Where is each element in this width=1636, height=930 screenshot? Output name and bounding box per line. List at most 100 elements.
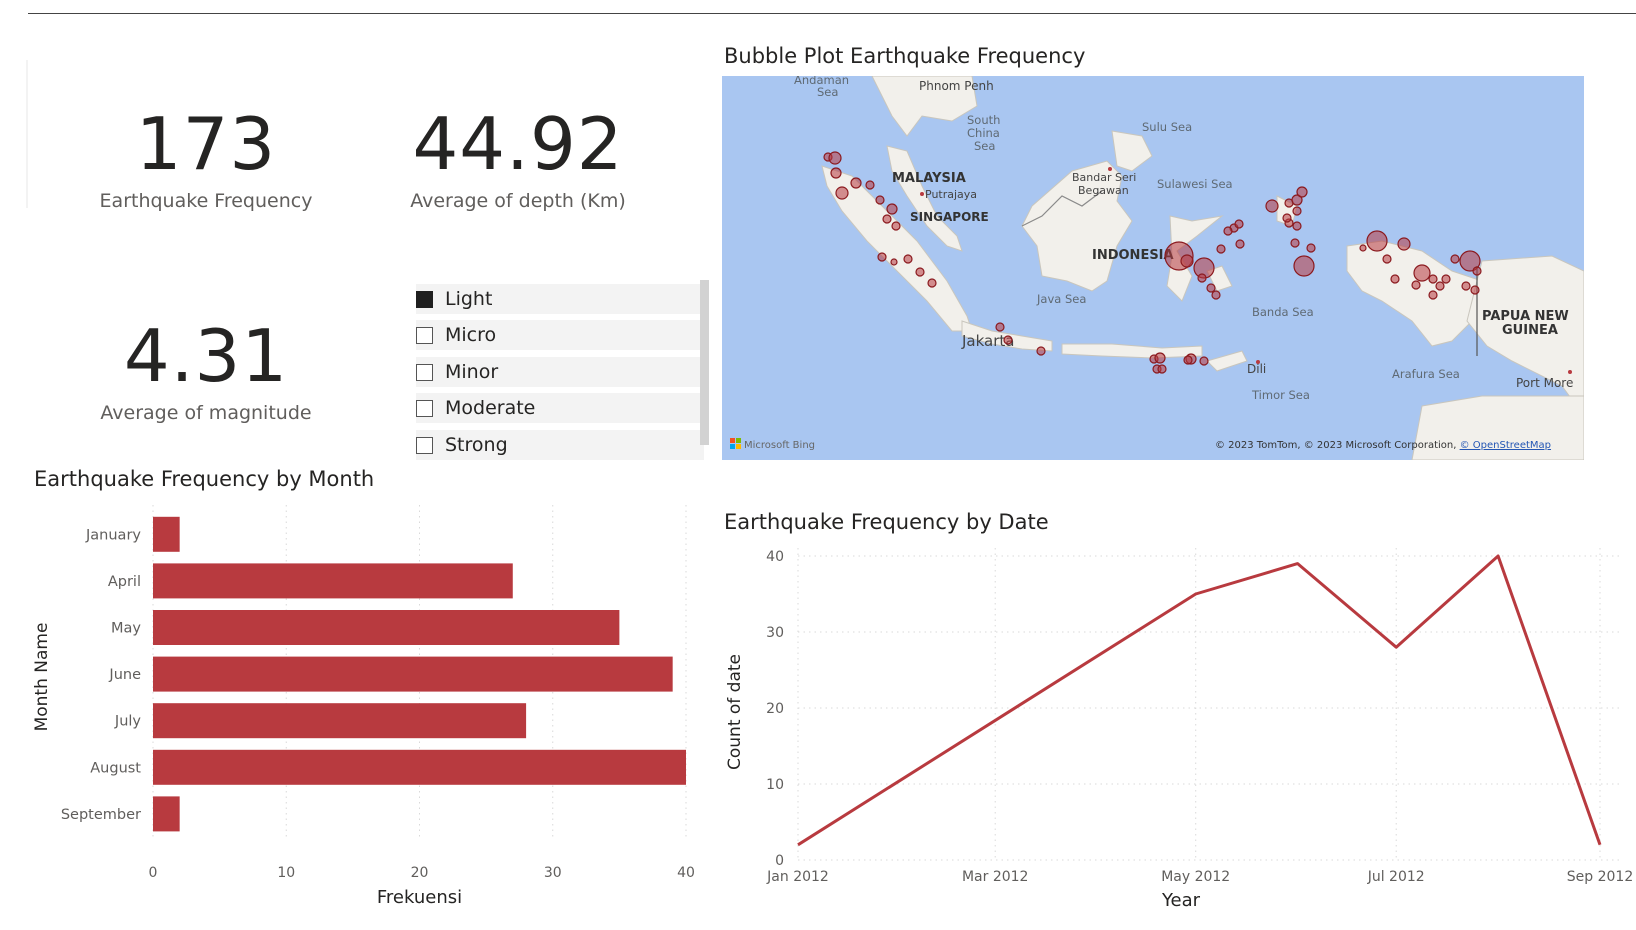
earthquake-bubble[interactable]	[1265, 199, 1279, 213]
country-label: PAPUA NEW	[1482, 309, 1569, 324]
osm-link: © OpenStreetMap	[1460, 440, 1551, 451]
earthquake-bubble[interactable]	[1296, 186, 1308, 198]
earthquake-bubble[interactable]	[1450, 254, 1460, 264]
earthquake-bubble[interactable]	[1461, 281, 1471, 291]
sea-label: Timor Sea	[1251, 388, 1310, 402]
earthquake-bubble[interactable]	[915, 267, 925, 277]
earthquake-bubble[interactable]	[850, 177, 862, 189]
earthquake-bubble[interactable]	[1197, 273, 1207, 283]
earthquake-bubble[interactable]	[1428, 274, 1438, 284]
earthquake-bubble[interactable]	[1154, 352, 1166, 364]
earthquake-bubble[interactable]	[927, 278, 937, 288]
earthquake-bubble[interactable]	[890, 258, 898, 266]
kpi-magnitude-card[interactable]: 4.31 Average of magnitude	[56, 320, 356, 424]
earthquake-bubble[interactable]	[1411, 280, 1421, 290]
earthquake-bubble[interactable]	[865, 180, 875, 190]
kpi-depth-label: Average of depth (Km)	[410, 190, 626, 212]
earthquake-bubble[interactable]	[891, 221, 901, 231]
earthquake-bubble[interactable]	[1428, 290, 1438, 300]
earthquake-bubble[interactable]	[1199, 356, 1209, 366]
earthquake-bubble[interactable]	[1036, 346, 1046, 356]
x-tick-label: 40	[677, 865, 695, 881]
date-line-chart[interactable]: 0 10 20 30 40 Jan 2012 Mar 2012 May 2012 Jul 201…	[718, 540, 1636, 920]
earthquake-bubble[interactable]	[1366, 230, 1388, 252]
bar[interactable]	[153, 796, 180, 832]
checkbox[interactable]	[416, 399, 433, 417]
checkbox[interactable]	[416, 363, 433, 381]
y-tick-label: 40	[766, 549, 784, 565]
month-bar-chart[interactable]: 0 10 20 30 40 January April May June July August Se…	[20, 505, 710, 915]
y-tick-label: August	[90, 760, 141, 776]
bar[interactable]	[153, 516, 180, 552]
bar[interactable]	[153, 610, 620, 645]
earthquake-bubble[interactable]	[1292, 206, 1302, 216]
slicer-item-label: Light	[445, 288, 493, 310]
bar[interactable]	[153, 749, 686, 785]
earthquake-bubble[interactable]	[828, 151, 842, 165]
slicer-item-label: Strong	[445, 434, 508, 456]
earthquake-bubble[interactable]	[1290, 238, 1300, 248]
series-line[interactable]	[797, 554, 1602, 847]
earthquake-bubble[interactable]	[995, 322, 1005, 332]
y-tick-label: 30	[766, 625, 784, 641]
earthquake-bubble[interactable]	[875, 195, 885, 205]
earthquake-bubble[interactable]	[1223, 226, 1233, 236]
slicer-item-moderate[interactable]: Moderate	[416, 393, 704, 423]
earthquake-bubble[interactable]	[1183, 355, 1193, 365]
earthquake-bubble[interactable]	[1390, 274, 1400, 284]
earthquake-bubble[interactable]	[1180, 254, 1194, 268]
map-labels: Andaman Sea South China Sea Sulu Sea Sul…	[794, 76, 1460, 402]
data-point[interactable]	[1194, 592, 1198, 596]
earthquake-bubble[interactable]	[1306, 243, 1316, 253]
earthquake-bubble[interactable]	[1472, 266, 1482, 276]
slicer-item-micro[interactable]: Micro	[416, 320, 704, 350]
earthquake-bubble[interactable]	[1359, 244, 1367, 252]
earthquake-bubble[interactable]	[1157, 364, 1167, 374]
checkbox-checked[interactable]	[416, 290, 433, 308]
kpi-frequency-card[interactable]: 173 Earthquake Frequency	[56, 108, 356, 212]
earthquake-bubble[interactable]	[1282, 213, 1292, 223]
earthquake-bubble[interactable]	[1441, 274, 1451, 284]
earthquake-bubble[interactable]	[1234, 219, 1244, 229]
data-point[interactable]	[1496, 554, 1500, 558]
bar[interactable]	[153, 656, 673, 692]
data-point[interactable]	[796, 843, 800, 847]
earthquake-bubble[interactable]	[1470, 285, 1480, 295]
slicer-item-minor[interactable]: Minor	[416, 357, 704, 387]
earthquake-bubble[interactable]	[1292, 221, 1302, 231]
bar[interactable]	[153, 703, 527, 739]
earthquake-bubble[interactable]	[1397, 237, 1411, 251]
y-tick-label: 20	[766, 701, 784, 717]
checkbox[interactable]	[416, 326, 433, 344]
earthquake-bubble[interactable]	[1003, 335, 1013, 345]
earthquake-bubble[interactable]	[886, 203, 898, 215]
slicer-item-light[interactable]: Light	[416, 284, 704, 314]
earthquake-bubble[interactable]	[1291, 194, 1303, 206]
earthquake-bubble[interactable]	[903, 254, 913, 264]
slicer-scrollbar[interactable]	[700, 280, 709, 445]
earthquake-bubble[interactable]	[1293, 255, 1315, 277]
checkbox[interactable]	[416, 436, 433, 454]
earthquake-bubbles[interactable]	[823, 151, 1482, 374]
data-point[interactable]	[1598, 843, 1602, 847]
earthquake-bubble[interactable]	[1459, 250, 1481, 272]
bubble-map[interactable]: Andaman Sea South China Sea Sulu Sea Sul…	[722, 76, 1584, 460]
earthquake-bubble[interactable]	[1206, 283, 1216, 293]
date-chart-title: Earthquake Frequency by Date	[724, 510, 1049, 534]
bar[interactable]	[153, 563, 513, 599]
earthquake-bubble[interactable]	[835, 186, 849, 200]
earthquake-bubble[interactable]	[877, 252, 887, 262]
data-point[interactable]	[1296, 562, 1300, 566]
data-point[interactable]	[1394, 645, 1398, 649]
kpi-magnitude-value: 4.31	[123, 314, 289, 398]
earthquake-bubble[interactable]	[1216, 244, 1226, 254]
kpi-depth-card[interactable]: 44.92 Average of depth (Km)	[368, 108, 668, 212]
earthquake-bubble[interactable]	[1382, 254, 1392, 264]
earthquake-bubble[interactable]	[830, 167, 842, 179]
earthquake-bubble[interactable]	[1211, 290, 1221, 300]
earthquake-bubble[interactable]	[1435, 281, 1445, 291]
earthquake-bubble[interactable]	[882, 214, 892, 224]
earthquake-bubble[interactable]	[1413, 264, 1431, 282]
slicer-item-strong[interactable]: Strong	[416, 430, 704, 460]
earthquake-bubble[interactable]	[1235, 239, 1245, 249]
